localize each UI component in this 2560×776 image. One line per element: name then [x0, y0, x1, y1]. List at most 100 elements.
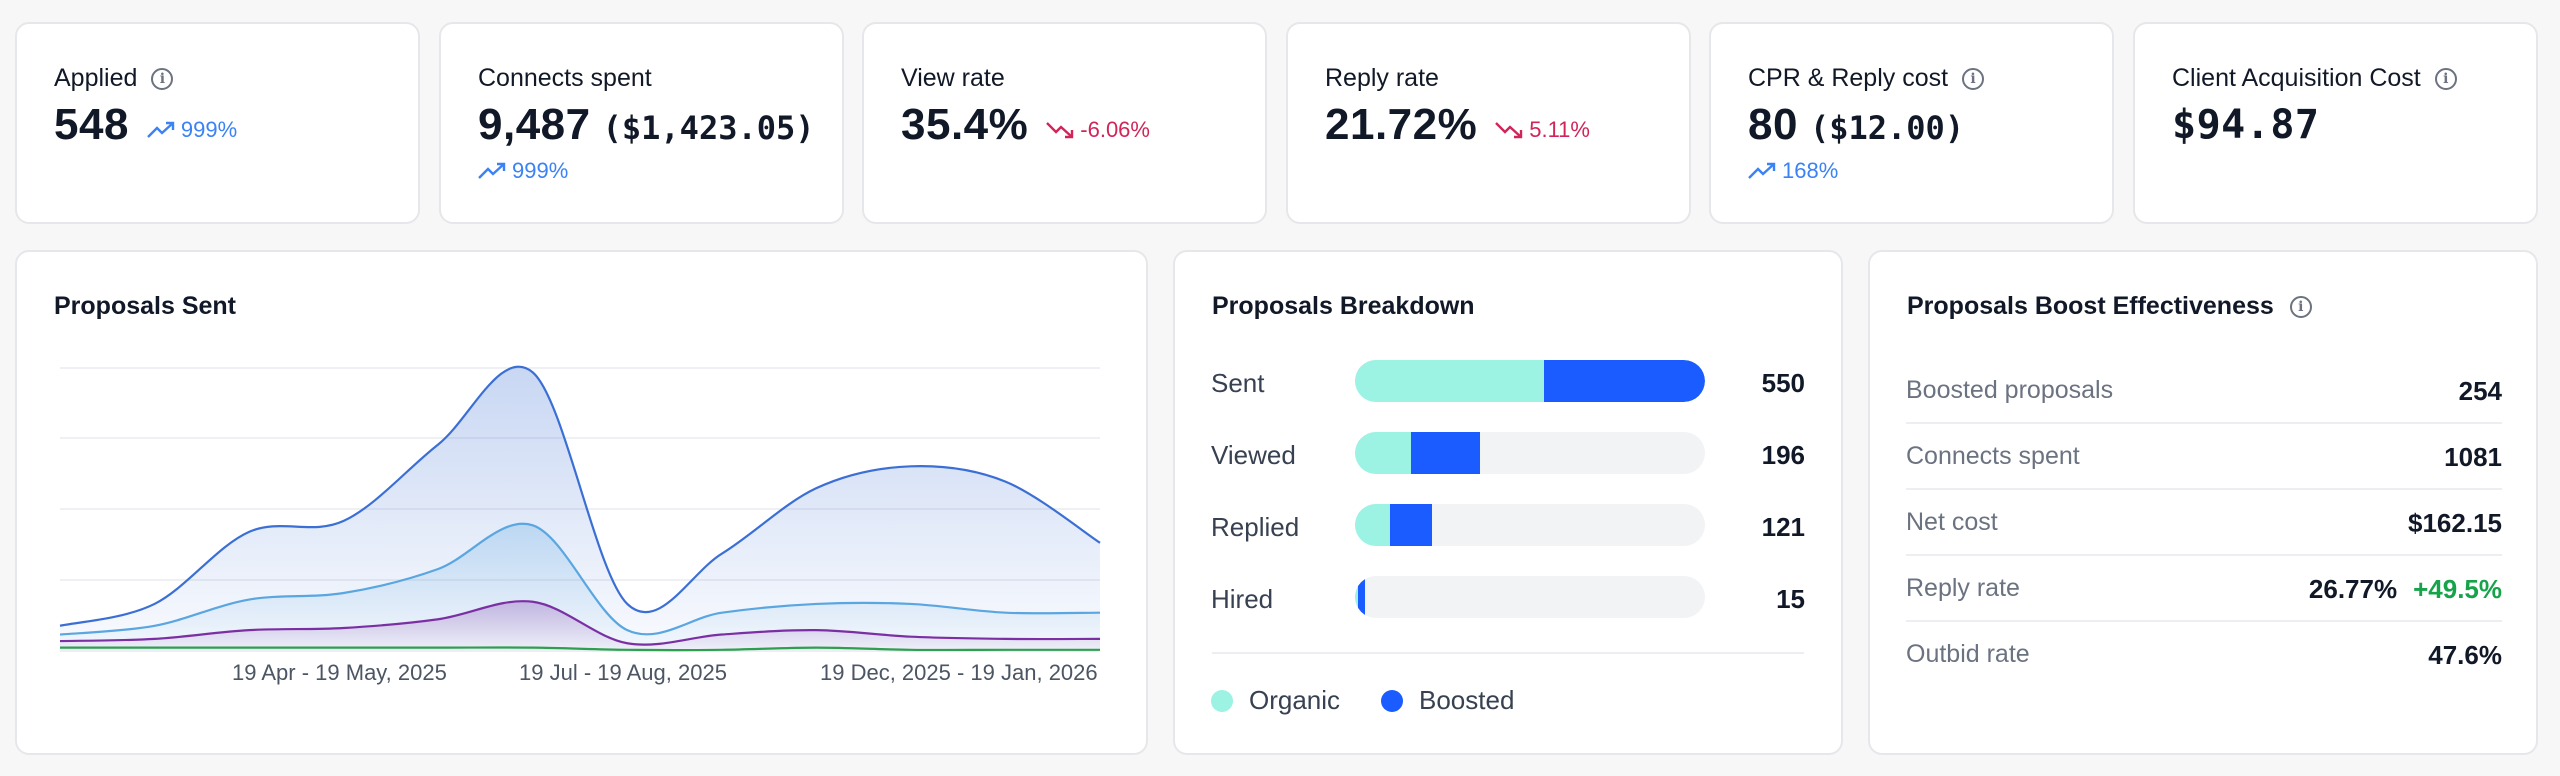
organic-segment: [1355, 432, 1411, 474]
breakdown-bar[interactable]: [1355, 360, 1705, 402]
kpi-label: Client Acquisition Cost i: [2172, 64, 2457, 93]
kpi-value: $94.87: [2172, 102, 2320, 148]
trend-down-icon: [1046, 122, 1074, 139]
info-icon[interactable]: i: [1962, 67, 1985, 90]
boost-row-reply-rate: Reply rate 26.77% +49.5%: [1906, 556, 2502, 622]
panel-title: Proposals Breakdown: [1212, 292, 1475, 320]
kpi-card-applied: Applied i 548 999%: [15, 22, 420, 224]
boost-row-connects-spent: Connects spent 1081: [1906, 424, 2502, 490]
panel-title-text: Proposals Boost Effectiveness: [1907, 292, 2274, 320]
legend-label: Organic: [1249, 685, 1341, 715]
kpi-value-row: 548 999%: [54, 100, 237, 150]
boosted-segment: [1411, 432, 1480, 474]
boost-value: 1081: [2444, 442, 2502, 473]
x-tick-label: 19 Dec, 2025 - 19 Jan, 2026: [820, 660, 1098, 685]
legend-boosted[interactable]: Boosted: [1381, 685, 1514, 716]
breakdown-row-viewed: Viewed 196: [1211, 432, 1805, 476]
kpi-card-reply-rate: Reply rate 21.72% 5.11%: [1286, 22, 1691, 224]
breakdown-bar[interactable]: [1355, 504, 1705, 546]
boost-delta: +49.5%: [2413, 574, 2502, 604]
kpi-value-row: 21.72% 5.11%: [1325, 100, 1590, 150]
breakdown-row-replied: Replied 121: [1211, 504, 1805, 548]
boosted-dot-icon: [1381, 689, 1403, 712]
kpi-label: Connects spent: [478, 64, 652, 93]
boost-label: Reply rate: [1906, 574, 2020, 602]
kpi-value-row: 80 ($12.00): [1748, 100, 1964, 150]
boost-row-net-cost: Net cost $162.15: [1906, 490, 2502, 556]
series-line[interactable]: [59, 646, 1100, 652]
kpi-card-connects-spent: Connects spent 9,487 ($1,423.05) 999%: [439, 22, 844, 224]
kpi-label: Applied i: [54, 64, 174, 93]
boost-value-text: $162.15: [2408, 508, 2502, 538]
kpi-card-cpr-reply-cost: CPR & Reply cost i 80 ($12.00) 168%: [1709, 22, 2114, 224]
kpi-label-text: Applied: [54, 64, 138, 92]
trend-indicator: -6.06%: [1046, 117, 1150, 143]
trend-indicator: 999%: [147, 117, 237, 143]
kpi-value-row: 35.4% -6.06%: [901, 100, 1150, 150]
boost-value-text: 26.77%: [2308, 574, 2398, 604]
trend-value: 5.11%: [1529, 117, 1590, 142]
x-tick-label: 19 Apr - 19 May, 2025: [232, 660, 447, 685]
boost-row-boosted-proposals: Boosted proposals 254: [1906, 358, 2502, 424]
kpi-label-text: Client Acquisition Cost: [2172, 64, 2421, 92]
boost-label: Connects spent: [1906, 442, 2080, 470]
kpi-label: Reply rate: [1325, 64, 1439, 93]
trend-value: -6.06%: [1080, 117, 1150, 142]
boost-label: Boosted proposals: [1906, 376, 2114, 404]
boost-value: $162.15: [2408, 508, 2502, 539]
kpi-value: 35.4%: [901, 100, 1029, 149]
breakdown-label: Viewed: [1211, 440, 1296, 470]
trend-value: 999%: [512, 158, 569, 183]
series-area: [60, 523, 1100, 652]
trend-indicator: 999%: [478, 158, 568, 184]
boost-value: 47.6%: [2428, 640, 2502, 671]
panel-title: Proposals Sent: [54, 292, 236, 320]
breakdown-value: 550: [1761, 368, 1805, 398]
boost-value: 26.77% +49.5%: [2309, 574, 2502, 605]
kpi-value: 80: [1748, 100, 1798, 149]
trend-value: 168%: [1782, 158, 1839, 183]
info-icon[interactable]: i: [2434, 67, 2457, 90]
boosted-segment: [1390, 504, 1432, 546]
kpi-value: 548: [54, 100, 129, 149]
series-line[interactable]: [59, 365, 1101, 627]
kpi-value: 21.72%: [1325, 100, 1478, 149]
legend-label: Boosted: [1419, 685, 1515, 715]
boost-value-text: 1081: [2444, 442, 2502, 472]
breakdown-label: Replied: [1211, 512, 1300, 542]
series-line[interactable]: [59, 522, 1101, 636]
organic-segment: [1355, 360, 1544, 402]
boost-row-outbid-rate: Outbid rate 47.6%: [1906, 622, 2502, 688]
breakdown-value: 15: [1776, 584, 1805, 614]
trend-indicator: 5.11%: [1495, 117, 1590, 143]
breakdown-value: 121: [1761, 512, 1805, 542]
series-area: [60, 601, 1100, 652]
info-icon[interactable]: i: [151, 67, 174, 90]
info-icon[interactable]: i: [2289, 295, 2312, 318]
kpi-label-text: CPR & Reply cost: [1748, 64, 1949, 92]
boosted-segment: [1357, 576, 1365, 618]
boost-effectiveness-card: Proposals Boost Effectiveness i: [1868, 250, 2538, 755]
breakdown-row-hired: Hired 15: [1211, 576, 1805, 620]
kpi-sub-value: ($1,423.05): [602, 109, 815, 147]
boost-value-text: 47.6%: [2428, 640, 2502, 670]
kpi-sub-value: ($12.00): [1809, 109, 1965, 147]
kpi-card-client-acquisition-cost: Client Acquisition Cost i $94.87: [2133, 22, 2538, 224]
x-tick-label: 19 Jul - 19 Aug, 2025: [519, 660, 727, 685]
legend-organic[interactable]: Organic: [1211, 685, 1340, 716]
breakdown-value: 196: [1761, 440, 1805, 470]
series-line[interactable]: [59, 600, 1101, 646]
boost-value: 254: [2459, 376, 2502, 407]
trend-up-icon: [478, 162, 506, 179]
breakdown-bar[interactable]: [1355, 432, 1705, 474]
organic-segment: [1355, 504, 1390, 546]
breakdown-label: Hired: [1211, 584, 1274, 614]
organic-dot-icon: [1211, 689, 1233, 712]
kpi-card-view-rate: View rate 35.4% -6.06%: [862, 22, 1267, 224]
breakdown-row-sent: Sent 550: [1211, 360, 1805, 404]
trend-value: 999%: [180, 117, 238, 142]
trend-indicator: 168%: [1748, 158, 1838, 184]
breakdown-bar[interactable]: [1355, 576, 1705, 618]
boosted-segment: [1544, 360, 1705, 402]
kpi-label: View rate: [901, 64, 1005, 93]
